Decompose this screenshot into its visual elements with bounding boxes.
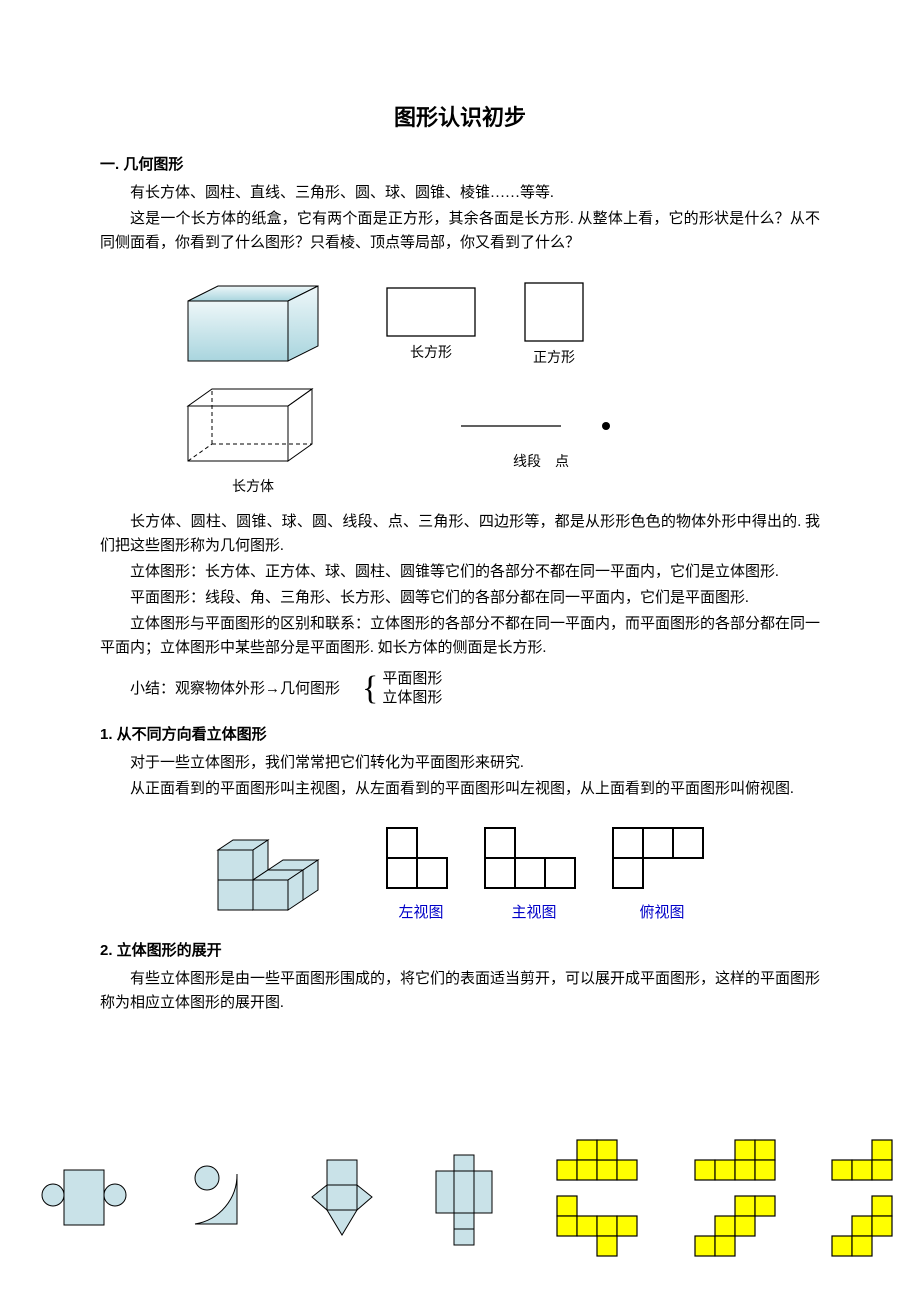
cube-net-group-1 [555,1138,643,1262]
section1-p6: 立体图形与平面图形的区别和联系：立体图形的各部分不都在同一平面内，而平面图形的各… [100,612,820,660]
section3-heading: 2. 立体图形的展开 [100,939,820,963]
segment-point-svg [456,406,626,446]
cube-net-1a-svg [555,1138,643,1186]
document-page: 图形认识初步 一. 几何图形 有长方体、圆柱、直线、三角形、圆、球、圆锥、棱锥…… [0,0,920,1302]
fig-segment-point: 线段 点 [456,406,626,474]
fig-rectangle: 长方形 [386,287,476,365]
section1-p1: 有长方体、圆柱、直线、三角形、圆、球、圆锥、棱锥……等等. [100,181,820,205]
brace-icon: { [362,672,378,706]
fig-cuboid-shaded [178,281,328,371]
section1-heading: 一. 几何图形 [100,153,820,177]
cube-net-3b-svg [830,1194,900,1262]
left-view-label: 左视图 [398,901,443,925]
fig-cuboid-wire: 长方体 [178,381,328,499]
front-view-svg [484,827,584,897]
nets-row [0,1138,920,1262]
square-svg [524,282,584,342]
cube-net-2a-svg [693,1138,781,1186]
cube-net-2b-svg [693,1194,781,1262]
cube-net-group-2 [693,1138,781,1262]
three-views-figure: 左视图 主视图 [100,815,820,925]
top-view: 俯视图 [612,827,712,925]
cubes-3d [208,815,358,925]
section2-p1: 对于一些立体图形，我们常常把它们转化为平面图形来研究. [100,751,820,775]
top-view-svg [612,827,712,897]
rectangle-label: 长方形 [410,343,452,365]
summary-left-text: 小结：观察物体外形→几何图形 [130,677,340,701]
cuboid-wire-svg [178,381,328,471]
left-view: 左视图 [386,827,456,925]
net-cone-svg [177,1164,257,1236]
cubes-3d-svg [208,815,358,925]
cube-net-1b-svg [555,1194,643,1262]
section2-heading: 1. 从不同方向看立体图形 [100,723,820,747]
segment-point-label: 线段 点 [513,452,569,474]
front-view: 主视图 [484,827,584,925]
figure-block-shapes: 长方形 正方形 长方体 [160,281,820,499]
net-cuboid-svg [426,1153,506,1248]
cube-net-3a-svg [830,1138,900,1186]
section3-p1: 有些立体图形是由一些平面图形围成的，将它们的表面适当剪开，可以展开成平面图形，这… [100,967,820,1015]
net-cylinder-svg [40,1165,128,1235]
section1-p4: 立体图形：长方体、正方体、球、圆柱、圆锥等它们的各部分不都在同一平面内，它们是立… [100,560,820,584]
rectangle-svg [386,287,476,337]
section1-p5: 平面图形：线段、角、三角形、长方形、圆等它们的各部分都在同一平面内，它们是平面图… [100,586,820,610]
front-view-label: 主视图 [511,901,556,925]
brace-options: 平面图形 立体图形 [382,670,442,709]
fig-square: 正方形 [524,282,584,370]
square-label: 正方形 [533,348,575,370]
cube-net-group-3 [830,1138,900,1262]
section2-p2: 从正面看到的平面图形叫主视图，从左面看到的平面图形叫左视图，从上面看到的平面图形… [100,777,820,801]
net-tri-prism-svg [307,1155,377,1245]
page-title: 图形认识初步 [100,100,820,135]
brace-opt-b: 立体图形 [382,689,442,709]
left-view-svg [386,827,456,897]
section1-p2: 这是一个长方体的纸盒，它有两个面是正方形，其余各面是长方形. 从整体上看，它的形… [100,207,820,255]
summary-row: 小结：观察物体外形→几何图形 { 平面图形 立体图形 [130,670,820,709]
cuboid-shaded-svg [178,281,328,371]
section1-p3: 长方体、圆柱、圆锥、球、圆、线段、点、三角形、四边形等，都是从形形色色的物体外形… [100,510,820,558]
cuboid-label: 长方体 [232,477,274,499]
brace-opt-a: 平面图形 [382,670,442,690]
top-view-label: 俯视图 [639,901,684,925]
